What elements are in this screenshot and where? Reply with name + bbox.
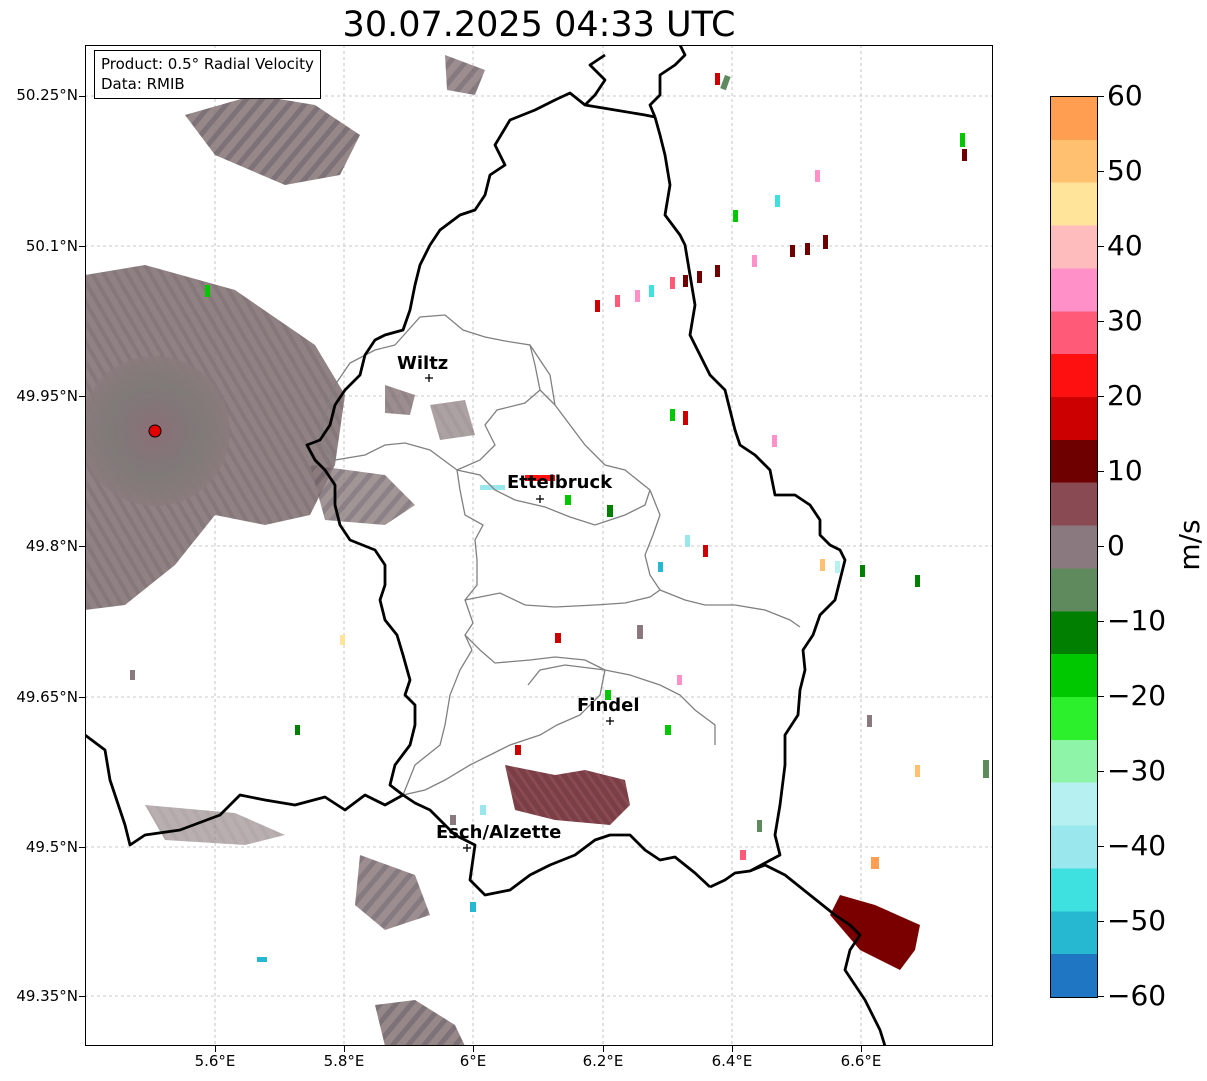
colorbar-tick-label: 40 <box>1107 229 1143 262</box>
lon-tick <box>732 1046 733 1052</box>
radar-clutter <box>80 55 485 1046</box>
colorbar-tick-label: −60 <box>1107 979 1167 1012</box>
lat-tick <box>79 396 85 397</box>
lat-tick <box>79 546 85 547</box>
lat-label: 49.65°N <box>16 688 78 706</box>
lat-label: 49.35°N <box>16 987 78 1005</box>
colorbar-tick <box>1097 171 1104 172</box>
colorbar-tick-label: −50 <box>1107 904 1167 937</box>
lat-label: 50.25°N <box>16 86 78 104</box>
gridlines <box>85 45 993 1046</box>
lat-tick <box>79 847 85 848</box>
lon-label: 6.2°E <box>582 1052 624 1070</box>
city-label-findel: Findel <box>577 695 640 716</box>
city-markers <box>425 374 614 852</box>
lat-label: 49.8°N <box>25 537 78 555</box>
data-source-text: Data: RMIB <box>101 75 185 93</box>
lat-tick <box>79 246 85 247</box>
colorbar-tick <box>1097 321 1104 322</box>
colorbar-tick <box>1097 921 1104 922</box>
colorbar-tick <box>1097 96 1104 97</box>
lon-label: 6°E <box>459 1052 487 1070</box>
colorbar-tick <box>1097 696 1104 697</box>
radar-site-marker <box>148 424 162 438</box>
colorbar-tick-label: 60 <box>1107 79 1143 112</box>
colorbar-tick <box>1097 396 1104 397</box>
colorbar <box>1050 96 1098 998</box>
lon-label: 6.6°E <box>840 1052 882 1070</box>
lat-tick <box>79 697 85 698</box>
colorbar-tick <box>1097 471 1104 472</box>
lon-tick <box>861 1046 862 1052</box>
colorbar-tick <box>1097 621 1104 622</box>
colorbar-tick-label: −40 <box>1107 829 1167 862</box>
colorbar-tick <box>1097 546 1104 547</box>
lon-tick <box>215 1046 216 1052</box>
city-label-ettelbruck: Ettelbruck <box>507 472 613 493</box>
lon-label: 5.6°E <box>194 1052 236 1070</box>
colorbar-tick-label: 10 <box>1107 454 1143 487</box>
district-boundaries <box>317 314 801 796</box>
lon-tick <box>603 1046 604 1052</box>
map-title: 30.07.2025 04:33 UTC <box>342 5 736 45</box>
lat-label: 49.95°N <box>16 387 78 405</box>
lat-label: 50.1°N <box>25 237 78 255</box>
product-text: Product: 0.5° Radial Velocity <box>101 55 314 73</box>
city-label-wiltz: Wiltz <box>397 353 448 374</box>
national-borders <box>84 44 887 1047</box>
lon-label: 5.8°E <box>323 1052 365 1070</box>
colorbar-tick-label: 30 <box>1107 304 1143 337</box>
lon-tick <box>473 1046 474 1052</box>
colorbar-tick-label: 0 <box>1107 529 1125 562</box>
colorbar-tick-label: −30 <box>1107 754 1167 787</box>
lat-tick <box>79 96 85 97</box>
colorbar-tick <box>1097 846 1104 847</box>
colorbar-tick <box>1097 996 1104 997</box>
lat-label: 49.5°N <box>25 838 78 856</box>
lon-label: 6.4°E <box>711 1052 753 1070</box>
colorbar-tick-label: −10 <box>1107 604 1167 637</box>
colorbar-tick-label: −20 <box>1107 679 1167 712</box>
city-label-esch: Esch/Alzette <box>436 822 561 843</box>
colorbar-tick <box>1097 771 1104 772</box>
storm-cells <box>505 765 920 970</box>
colorbar-tick <box>1097 246 1104 247</box>
lon-tick <box>344 1046 345 1052</box>
colorbar-unit: m/s <box>1173 519 1206 571</box>
radar-map: Wiltz Ettelbruck Findel Esch/Alzette <box>80 44 993 1047</box>
map-border <box>85 45 993 1046</box>
info-box: Product: 0.5° Radial Velocity Data: RMIB <box>94 50 321 99</box>
colorbar-tick-label: 20 <box>1107 379 1143 412</box>
lat-tick <box>79 996 85 997</box>
map-area[interactable]: Wiltz Ettelbruck Findel Esch/Alzette <box>80 44 993 1047</box>
colorbar-tick-label: 50 <box>1107 154 1143 187</box>
